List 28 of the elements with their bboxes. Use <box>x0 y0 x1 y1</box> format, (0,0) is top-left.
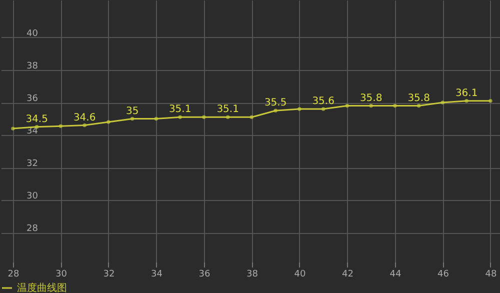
x-tick-label: 46 <box>437 270 450 280</box>
x-tick-label: 44 <box>390 270 402 280</box>
data-label: 35.1 <box>216 104 239 116</box>
x-tick-label: 28 <box>8 270 20 280</box>
data-label: 35.8 <box>408 92 430 104</box>
data-label: 35.1 <box>168 104 192 116</box>
data-label: 35.6 <box>312 96 334 108</box>
data-label: 34.6 <box>73 112 96 124</box>
x-tick-label: 30 <box>55 270 68 280</box>
x-tick-label: 38 <box>246 270 258 280</box>
x-tick-label: 42 <box>342 270 354 280</box>
y-tick-label: 30 <box>26 192 38 202</box>
legend-label: 温度曲线图 <box>17 282 67 293</box>
x-tick-label: 32 <box>103 270 115 280</box>
y-tick-label: 40 <box>26 28 38 39</box>
data-label: 36.1 <box>455 88 478 99</box>
data-label: 35 <box>126 106 139 117</box>
data-label: 34.5 <box>26 114 48 125</box>
y-tick-label: 38 <box>26 61 38 72</box>
x-tick-label: 48 <box>485 270 497 280</box>
y-tick-label: 28 <box>26 224 38 234</box>
y-tick-label: 32 <box>26 159 38 170</box>
data-label: 35.8 <box>360 92 382 104</box>
y-tick-label: 36 <box>26 94 38 104</box>
x-tick-label: 34 <box>150 270 163 280</box>
x-tick-label: 40 <box>294 270 306 280</box>
x-tick-label: 36 <box>198 270 210 280</box>
data-label: 35.5 <box>264 98 287 109</box>
